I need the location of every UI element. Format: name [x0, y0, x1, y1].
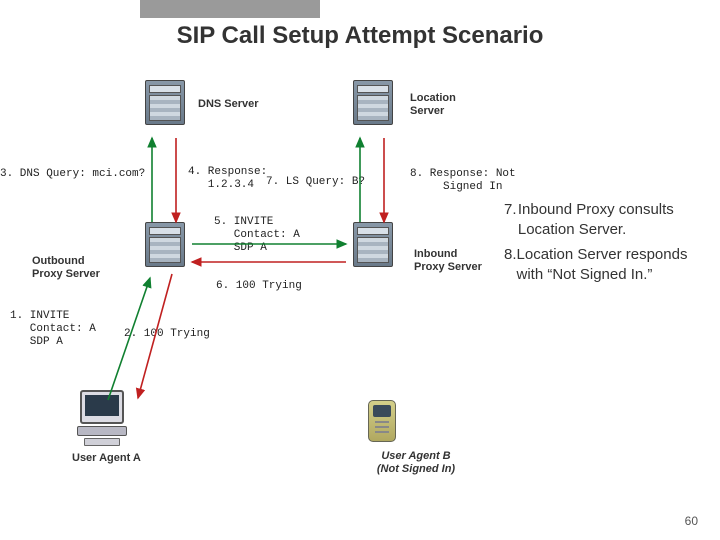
dns-server-label: DNS Server	[198, 98, 298, 111]
outbound-proxy-icon	[140, 222, 190, 277]
page-title: SIP Call Setup Attempt Scenario	[0, 22, 720, 50]
location-server-icon	[348, 80, 398, 135]
user-agent-a-icon	[72, 390, 132, 446]
user-agent-a-label: User Agent A	[72, 452, 141, 465]
msg-5: 5. INVITE Contact: A SDP A	[214, 216, 300, 256]
inbound-proxy-label: InboundProxy Server	[414, 248, 514, 274]
location-server-label: LocationServer	[410, 92, 510, 118]
user-agent-b-icon	[368, 400, 396, 442]
outbound-proxy-label: OutboundProxy Server	[32, 255, 132, 281]
page-number: 60	[685, 514, 698, 528]
msg-8: 8. Response: Not Signed In	[410, 168, 516, 194]
dns-server-icon	[140, 80, 190, 135]
inbound-proxy-icon	[348, 222, 398, 277]
note-8: Location Server responds with “Not Signe…	[517, 245, 704, 286]
user-agent-b-label: User Agent B(Not Signed In)	[336, 450, 496, 476]
msg-6: 6. 100 Trying	[216, 280, 302, 293]
msg-7: 7. LS Query: B?	[266, 176, 365, 189]
note-7: Inbound Proxy consults Location Server.	[518, 200, 704, 241]
msg-1: 1. INVITE Contact: A SDP A	[10, 310, 96, 350]
msg-3: 3. DNS Query: mci.com?	[0, 168, 145, 181]
explanation-notes: 7.Inbound Proxy consults Location Server…	[504, 200, 704, 285]
msg-2: 2. 100 Trying	[124, 328, 210, 341]
msg-4: 4. Response: 1.2.3.4	[188, 166, 267, 192]
decorative-top-bar	[140, 0, 320, 18]
